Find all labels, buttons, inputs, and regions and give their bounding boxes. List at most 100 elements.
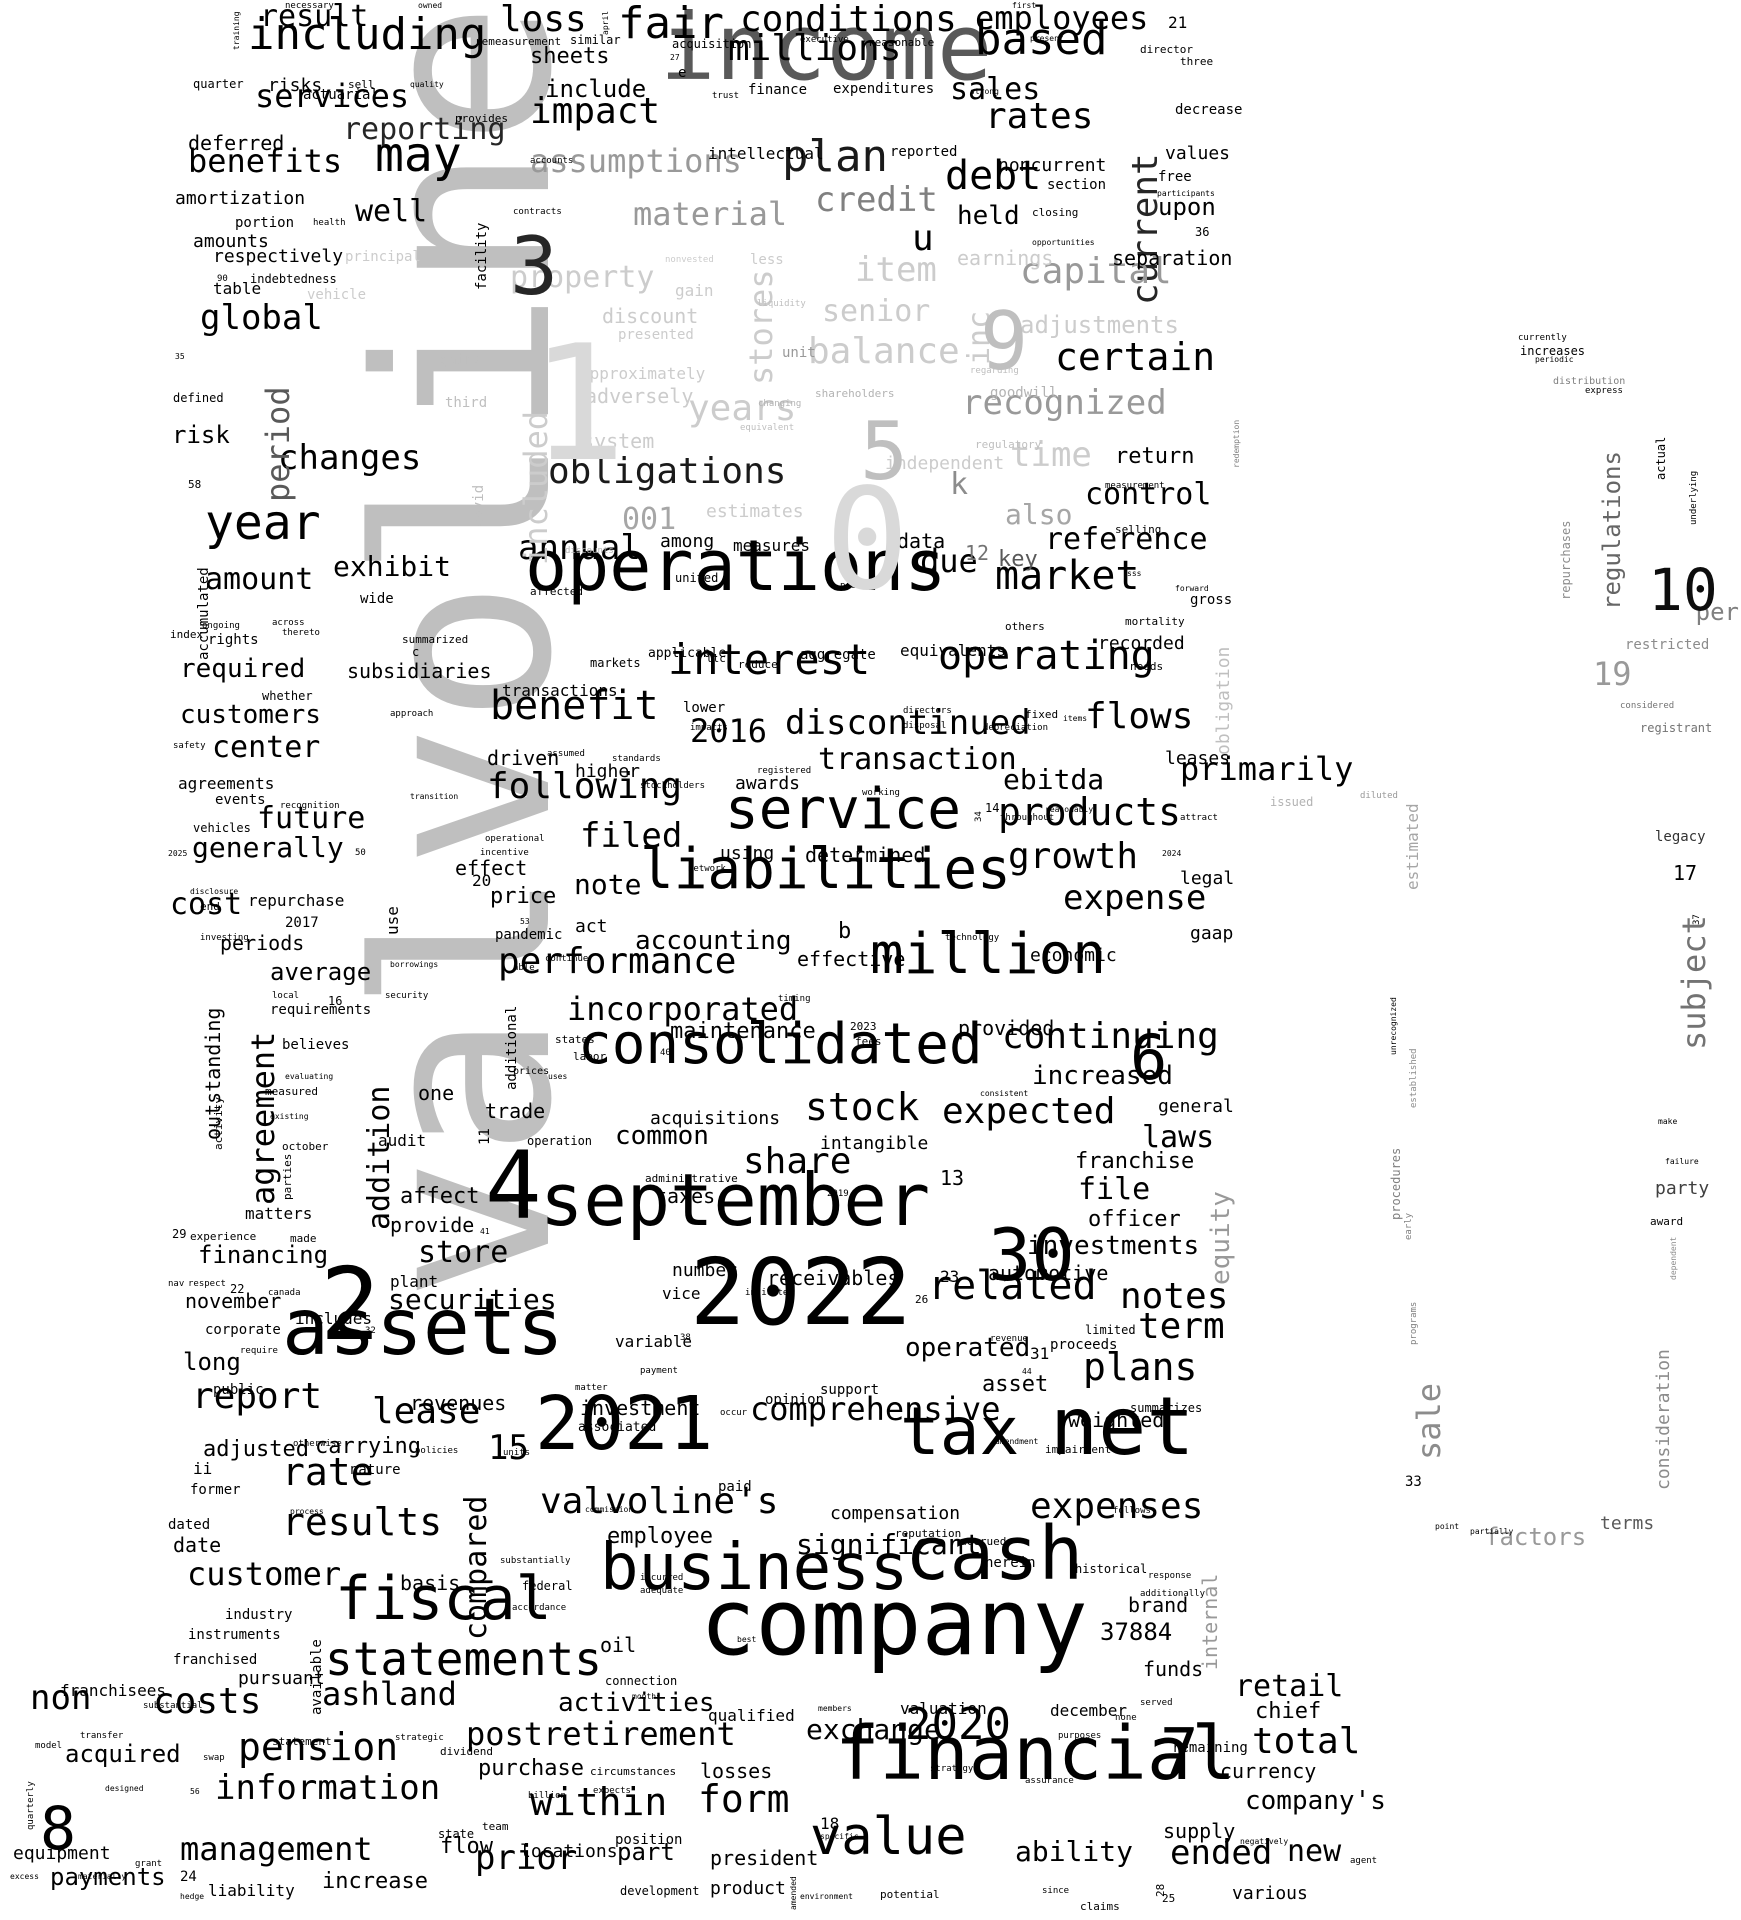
cloud-word-strategic: strategic — [395, 1733, 444, 1744]
cloud-word-act: act — [575, 915, 608, 937]
cloud-word-thereto: thereto — [282, 628, 320, 639]
cloud-word-risks: risks — [268, 74, 323, 96]
cloud-word-reasonably: reasonably — [1045, 805, 1094, 815]
cloud-word-substantially: substantially — [500, 1556, 571, 1567]
cloud-word-chief: chief — [1255, 1699, 1322, 1725]
cloud-word-best: best — [737, 1635, 757, 1645]
cloud-word-34: 34 — [974, 811, 984, 822]
cloud-word-basis: basis — [400, 1571, 461, 1595]
cloud-word-amounts: amounts — [193, 230, 269, 252]
cloud-word-per: per — [1695, 597, 1739, 626]
cloud-word-vehicles: vehicles — [193, 820, 251, 835]
cloud-word-2016: 2016 — [690, 711, 768, 750]
cloud-word-5: 5 — [860, 405, 909, 498]
cloud-word-rate: rate — [282, 1449, 374, 1494]
cloud-word-model: model — [35, 1741, 63, 1752]
cloud-word-assumptions: assumptions — [530, 141, 742, 180]
cloud-word-costs: costs — [153, 1681, 262, 1723]
cloud-word-proceeds: proceeds — [1050, 1337, 1118, 1354]
cloud-word-average: average — [270, 957, 372, 986]
cloud-word-values: values — [1165, 142, 1231, 164]
cloud-word-consolidated: consolidated — [578, 1012, 983, 1078]
cloud-word-2020: 2020 — [905, 1698, 1011, 1750]
cloud-word-disposal: disposal — [903, 721, 947, 732]
cloud-word-affected: affected — [530, 584, 583, 598]
cloud-word-accordance: accordance — [512, 1603, 567, 1614]
cloud-word-period: period — [259, 386, 297, 502]
cloud-word-matter: matter — [575, 1383, 608, 1394]
cloud-word-investing: investing — [200, 933, 249, 944]
cloud-word-development: development — [620, 1883, 700, 1898]
cloud-word-impact: impact — [530, 91, 661, 133]
cloud-word-require: require — [240, 1346, 278, 1357]
cloud-word-third: third — [445, 395, 488, 412]
cloud-word-maintenance: maintenance — [670, 1019, 816, 1045]
cloud-word-actual: actual — [1654, 436, 1668, 480]
cloud-word-pursuant: pursuant — [238, 1667, 325, 1689]
cloud-word-process: process — [290, 1507, 324, 1517]
cloud-word-officer: officer — [1088, 1207, 1181, 1233]
cloud-word-partially: partially — [1470, 1527, 1514, 1537]
cloud-word-additional: additional — [504, 1005, 520, 1090]
cloud-word-reporting: reporting — [343, 111, 506, 147]
cloud-word-25: 25 — [1162, 1891, 1176, 1905]
cloud-word-legal: legal — [1180, 867, 1235, 889]
cloud-word-sell: sell — [348, 77, 375, 91]
cloud-word-regulatory: regulatory — [975, 437, 1042, 451]
cloud-word-payment: payment — [640, 1366, 678, 1377]
cloud-word-activities: activities — [558, 1687, 715, 1718]
cloud-word-selling: selling — [1115, 522, 1162, 536]
cloud-word-share: share — [743, 1141, 852, 1183]
cloud-word-33: 33 — [1405, 1474, 1422, 1491]
cloud-word-valvolines: valvoline's — [540, 1481, 779, 1523]
cloud-word-hedge: hedge — [180, 1892, 205, 1902]
cloud-word-new: new — [1287, 1833, 1342, 1869]
cloud-word-lease: lease — [372, 1391, 481, 1433]
cloud-word-additionally: additionally — [1140, 1589, 1206, 1600]
cloud-word-approach: approach — [390, 709, 434, 720]
cloud-word-recognition: recognition — [280, 801, 340, 812]
cloud-word-12: 12 — [965, 541, 990, 565]
cloud-word-vice: vice — [662, 1284, 701, 1304]
cloud-word-44: 44 — [1022, 1367, 1032, 1377]
cloud-word-purchase: purchase — [478, 1756, 584, 1782]
cloud-word-16: 16 — [328, 993, 343, 1008]
cloud-word-discounts: discounts — [565, 546, 614, 557]
cloud-word-provided: provided — [958, 1016, 1055, 1040]
cloud-word-cash: cash — [905, 1511, 1084, 1598]
cloud-word-president: president — [710, 1846, 819, 1870]
cloud-word-27: 27 — [670, 53, 680, 63]
cloud-word-due: due — [920, 541, 978, 580]
cloud-word-designed: designed — [105, 1784, 144, 1794]
cloud-word-associated: associated — [578, 1419, 657, 1435]
cloud-word-credit: credit — [815, 180, 938, 221]
cloud-word-ongoing: ongoing — [202, 621, 240, 632]
cloud-word-3: 3 — [510, 220, 559, 313]
cloud-word-2022: 2022 — [690, 1238, 912, 1346]
cloud-word-37884: 37884 — [1100, 1617, 1173, 1646]
cloud-word-occur: occur — [720, 1408, 748, 1419]
cloud-word-quarter: quarter — [193, 76, 244, 91]
cloud-word-fiscal: fiscal — [335, 1564, 552, 1634]
cloud-word-28: 28 — [1154, 1883, 1167, 1897]
cloud-word-21: 21 — [1168, 13, 1188, 33]
cloud-word-fair: fair — [618, 0, 724, 49]
cloud-word-failure: failure — [1665, 1157, 1699, 1167]
cloud-word-product: product — [710, 1877, 786, 1899]
cloud-word-expenditures: expenditures — [833, 81, 935, 98]
cloud-word-operational: operational — [485, 834, 545, 845]
cloud-word-local: local — [272, 991, 300, 1002]
cloud-word-potential: potential — [880, 1887, 940, 1901]
cloud-word-consistent: consistent — [980, 1089, 1029, 1099]
cloud-word-17: 17 — [1673, 861, 1698, 885]
cloud-word-11: 11 — [477, 1128, 493, 1145]
cloud-word-2017: 2017 — [285, 915, 319, 932]
cloud-word-debt: debt — [945, 153, 1042, 199]
cloud-word-restricted: restricted — [1625, 637, 1710, 654]
cloud-word-include: include — [545, 74, 647, 103]
cloud-word-adequate: adequate — [640, 1586, 684, 1597]
cloud-word-58: 58 — [188, 477, 202, 491]
cloud-word-activity: activity — [212, 1097, 225, 1150]
cloud-word-historical: historical — [1075, 1561, 1148, 1576]
cloud-word-repurchase: repurchase — [248, 891, 345, 911]
